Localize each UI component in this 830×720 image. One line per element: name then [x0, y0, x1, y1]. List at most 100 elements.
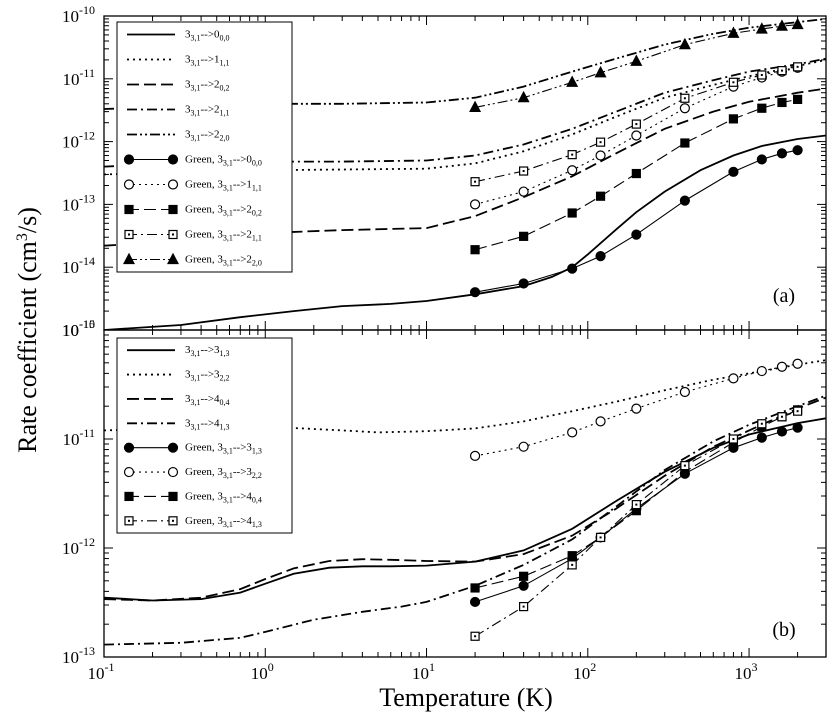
y-tick-label-exp-a-5: -10: [79, 3, 95, 17]
y-tick-label-base-b-3: 10: [62, 321, 79, 340]
legend-label-a-2-sub2: 0,2: [220, 84, 230, 93]
legend-label-b-6: Green, 33,1-->40,4: [185, 490, 262, 504]
legend-label-a-8-main: Green, 3: [185, 229, 223, 241]
legend-label-a-7-sub1: 3,1: [223, 209, 233, 218]
data-point-a-6-2: [567, 165, 578, 176]
legend-label-a-7-main: Green, 3: [185, 204, 223, 216]
y-tick-label-exp-b-2: -11: [79, 426, 95, 440]
series-line-a-8: [474, 66, 798, 183]
legend-label-b-0-mid: -->3: [201, 344, 221, 356]
series-b-2: [104, 396, 826, 602]
y-tick-label-a-0: 10-15: [62, 317, 95, 340]
data-point-b-7-2-center: [571, 563, 574, 566]
data-point-a-7-0: [470, 245, 480, 255]
legend-label-b-3-sub1: 3,1: [191, 422, 201, 431]
x-tick-label-base-0: 10: [88, 664, 105, 683]
legend-label-a-3: 33,1-->21,1: [185, 104, 230, 118]
legend-label-b-2-sub1: 3,1: [191, 398, 201, 407]
series-b-5: [469, 358, 803, 461]
y-axis-title: Rate coefficient (cm3/s): [13, 207, 42, 453]
data-point-a-5-4: [631, 229, 642, 240]
data-point-a-5-7: [756, 154, 767, 165]
legend-label-b-7: Green, 33,1-->41,3: [185, 515, 262, 529]
data-point-b-7-6-center: [732, 438, 735, 440]
data-point-b-5-6: [728, 373, 739, 384]
data-point-b-5-3: [595, 416, 606, 427]
legend-label-b-5-mid: -->3: [233, 466, 253, 478]
data-point-a-9-2: [566, 75, 579, 87]
data-point-a-8-9-center: [796, 65, 799, 68]
legend-label-b-5-main: Green, 3: [185, 466, 223, 478]
y-tick-label-exp-a-3: -12: [79, 129, 95, 143]
panel-label-a: (a): [773, 285, 795, 307]
legend-marker-left-b-4: [123, 442, 135, 453]
legend-label-b-7-sub2: 1,3: [252, 520, 262, 529]
data-point-a-8-1-center: [522, 170, 525, 173]
data-point-a-9-6: [727, 26, 740, 38]
legend-label-a-4-mid: -->2: [201, 129, 220, 141]
legend-label-b-1-mid: -->3: [201, 369, 221, 381]
y-tick-label-b-3: 10-10: [62, 317, 95, 340]
legend-label-a-1-sub1: 3,1: [191, 59, 201, 68]
series-b-0: [104, 417, 826, 602]
legend-marker-left-b-6: [124, 491, 134, 502]
data-point-a-7-7: [757, 103, 767, 113]
x-tick-label-exp-0: -1: [105, 660, 115, 674]
legend-label-a-6-sub2: 1,1: [252, 184, 262, 193]
series-line-a-6: [474, 67, 798, 205]
series-a-9: [469, 17, 804, 113]
data-point-b-5-4: [631, 403, 642, 414]
legend-marker-right-a-8-center: [172, 233, 174, 236]
data-point-a-6-3: [595, 150, 606, 161]
data-point-a-9-1: [517, 90, 530, 103]
data-point-a-5-5: [679, 195, 690, 206]
data-point-a-8-2-center: [571, 153, 574, 156]
data-point-b-7-4-center: [635, 503, 638, 506]
legend-label-b-3-sub2: 1,3: [220, 422, 230, 431]
legend-label-a-9-sub2: 2,0: [252, 259, 262, 268]
series-line-a-7: [474, 98, 798, 251]
x-tick-label-2: 101: [412, 660, 435, 683]
legend-label-a-5: Green, 33,1-->00,0: [185, 154, 262, 168]
legend-label-a-5-sub1: 3,1: [223, 159, 233, 168]
data-point-a-7-9: [793, 94, 803, 104]
series-a-6: [469, 62, 803, 210]
data-point-a-5-6: [728, 166, 739, 177]
legend-label-b-6-main: Green, 3: [185, 490, 223, 502]
y-axis-title-end: /s): [13, 207, 42, 233]
x-tick-label-base-3: 10: [573, 664, 590, 683]
data-point-b-5-9: [792, 358, 803, 369]
legend-label-b-3: 33,1-->41,3: [185, 417, 230, 431]
data-point-a-6-0: [469, 199, 481, 210]
legend-marker-left-a-7: [124, 204, 134, 215]
legend-label-b-5-sub2: 2,2: [252, 471, 262, 480]
legend-label-a-6: Green, 33,1-->11,1: [185, 179, 262, 193]
legend-label-a-8-sub1: 3,1: [223, 234, 233, 243]
legend-label-a-4-sub1: 3,1: [191, 134, 201, 143]
legend-marker-right-b-5: [167, 466, 179, 478]
x-tick-label-base-1: 10: [251, 664, 268, 683]
legend-label-a-3-main: 3: [185, 104, 191, 116]
data-point-b-4-9: [792, 422, 803, 433]
legend-label-b-1-sub2: 2,2: [220, 374, 230, 383]
y-tick-label-base-b-1: 10: [62, 539, 79, 558]
data-point-a-7-6: [728, 114, 739, 124]
legend-label-a-6-mid: -->1: [233, 179, 252, 191]
legend-label-b-4-main: Green, 3: [185, 442, 223, 454]
y-tick-label-exp-b-3: -10: [79, 317, 95, 331]
legend-label-b-1-main: 3: [185, 369, 191, 381]
legend-label-a-2-mid: -->2: [201, 79, 220, 91]
y-tick-label-base-a-1: 10: [62, 258, 79, 277]
legend-label-a-5-main: Green, 3: [185, 154, 223, 166]
legend-label-b-2-main: 3: [185, 393, 191, 405]
x-tick-label-exp-4: 3: [752, 660, 758, 674]
data-point-b-6-2: [567, 551, 577, 561]
y-tick-label-a-5: 10-10: [62, 3, 95, 26]
data-point-b-5-0: [469, 450, 481, 461]
legend-box-b: [116, 337, 293, 534]
legend-label-a-9: Green, 33,1-->22,0: [185, 254, 262, 268]
legend-label-b-1-sub1: 3,1: [191, 374, 201, 383]
series-line-a-5: [475, 149, 798, 293]
data-point-b-7-9-center: [796, 410, 799, 413]
legend-label-b-5-sub1: 3,1: [223, 471, 233, 480]
